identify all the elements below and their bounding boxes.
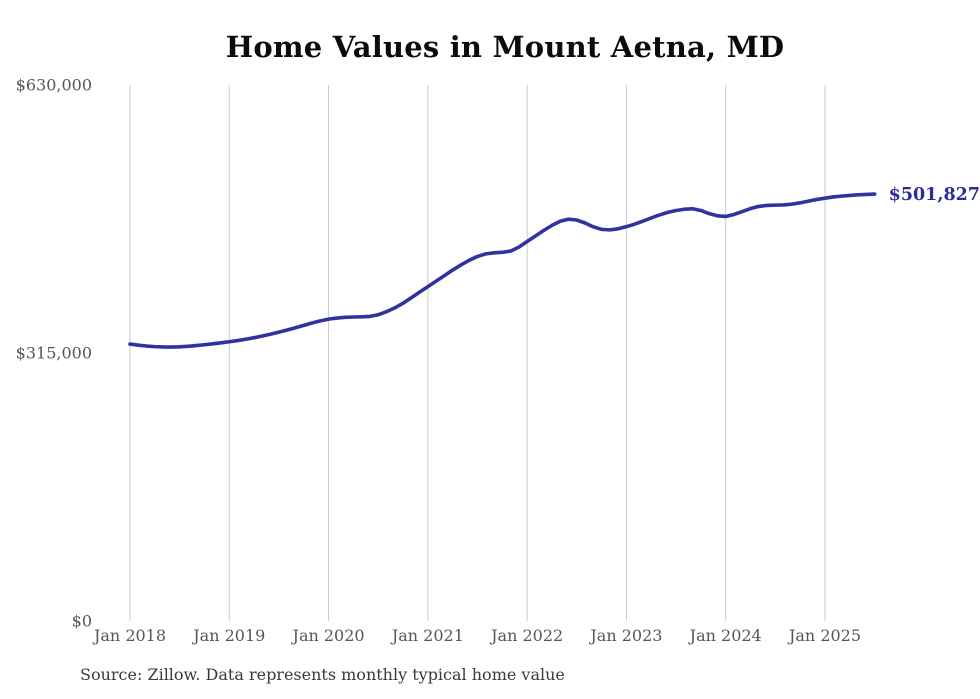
- x-axis-tick-label: Jan 2022: [489, 626, 563, 645]
- x-axis-tick-label: Jan 2023: [588, 626, 662, 645]
- x-axis-tick-label: Jan 2018: [92, 626, 166, 645]
- y-axis-tick-label: $0: [72, 612, 92, 631]
- latest-value-label: $501,827: [889, 185, 980, 205]
- source-note: Source: Zillow. Data represents monthly …: [80, 665, 565, 684]
- y-axis-tick-label: $630,000: [16, 76, 92, 95]
- x-axis-tick-label: Jan 2025: [787, 626, 861, 645]
- home-value-line: [128, 192, 877, 349]
- x-axis-tick-label: Jan 2021: [390, 626, 464, 645]
- x-axis-tick-label: Jan 2019: [191, 626, 265, 645]
- y-axis-tick-label: $315,000: [16, 344, 92, 363]
- chart-title: Home Values in Mount Aetna, MD: [225, 30, 785, 64]
- x-axis-tick-label: Jan 2024: [688, 626, 762, 645]
- x-axis-tick-label: Jan 2020: [291, 626, 365, 645]
